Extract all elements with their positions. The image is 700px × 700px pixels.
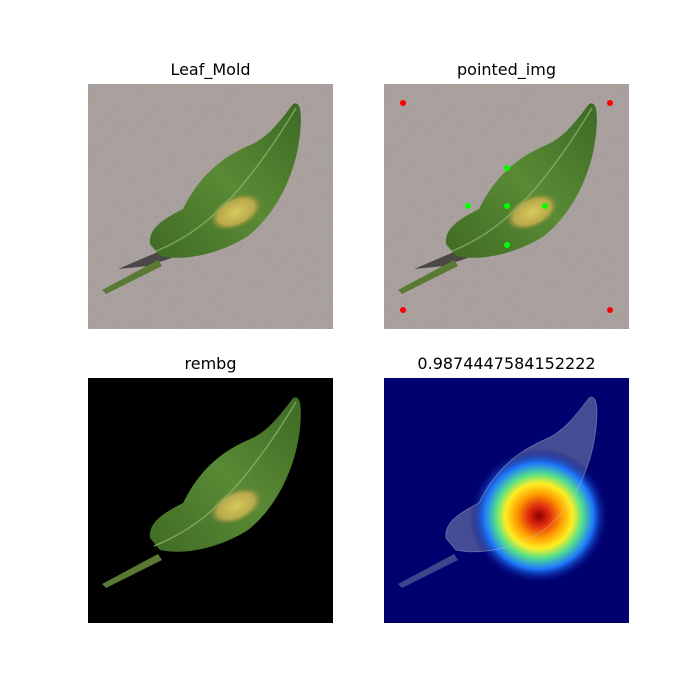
panel-leaf-mold: Leaf_Mold [88,60,333,330]
green-marker [542,203,548,209]
panel-heatmap: 0.9874447584152222 [384,354,629,624]
red-marker [400,100,406,106]
panel-rembg: rembg [88,354,333,624]
pointed-leaf-photo [384,84,629,329]
panel-pointed-img: pointed_img [384,60,629,330]
panel-title: pointed_img [457,60,556,79]
corner-markers [400,100,613,313]
green-marker [465,203,471,209]
red-marker [400,307,406,313]
green-marker [504,165,510,171]
green-marker [504,203,510,209]
heatmap-overlay [384,378,629,623]
panel-title: rembg [184,354,237,373]
leaf-markers [465,165,548,248]
leaf-photo [88,84,333,329]
rembg-leaf [88,378,333,623]
red-marker [607,307,613,313]
panel-title: 0.9874447584152222 [417,354,596,373]
red-marker [607,100,613,106]
panel-title: Leaf_Mold [170,60,251,79]
green-marker [504,242,510,248]
